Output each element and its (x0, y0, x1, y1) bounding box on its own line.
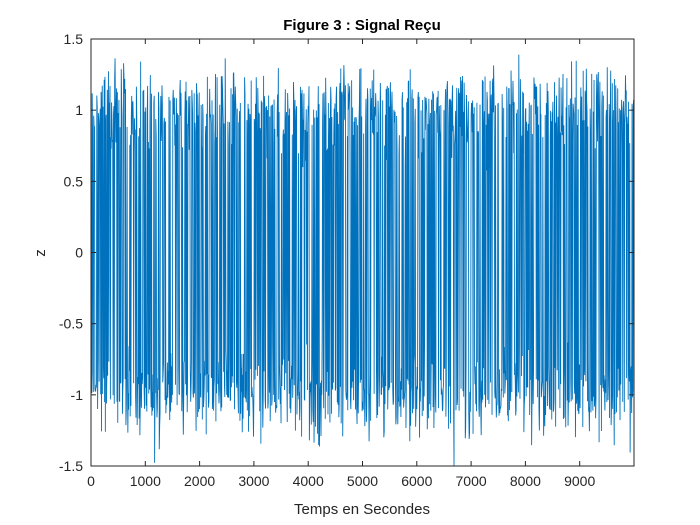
chart-title: Figure 3 : Signal Reçu (283, 17, 441, 34)
y-tick-label: 0 (75, 245, 83, 261)
signal-series (90, 54, 635, 466)
y-tick-label: -1 (71, 387, 84, 403)
x-tick-label: 1000 (130, 473, 161, 489)
x-tick-label: 6000 (401, 473, 432, 489)
x-tick-label: 0 (87, 473, 95, 489)
y-tick-label: 1 (75, 102, 83, 118)
y-tick-label: 0.5 (64, 173, 84, 189)
y-axis-ticks: -1.5 -1 -0.5 0 0.5 1 1.5 (59, 31, 634, 474)
y-axis-label: z (32, 249, 49, 257)
signal-line (90, 54, 635, 466)
x-tick-label: 8000 (510, 473, 541, 489)
y-tick-label: -1.5 (59, 458, 83, 474)
x-tick-label: 4000 (293, 473, 324, 489)
x-tick-label: 7000 (456, 473, 487, 489)
x-axis-label: Temps en Secondes (294, 501, 430, 518)
x-axis-ticks: 0 1000 2000 3000 4000 5000 6000 7000 8000 9000 (87, 39, 595, 489)
x-tick-label: 9000 (564, 473, 595, 489)
y-tick-label: -0.5 (59, 316, 83, 332)
y-tick-label: 1.5 (64, 31, 84, 47)
x-tick-label: 2000 (184, 473, 215, 489)
x-tick-label: 5000 (347, 473, 378, 489)
x-tick-label: 3000 (238, 473, 269, 489)
